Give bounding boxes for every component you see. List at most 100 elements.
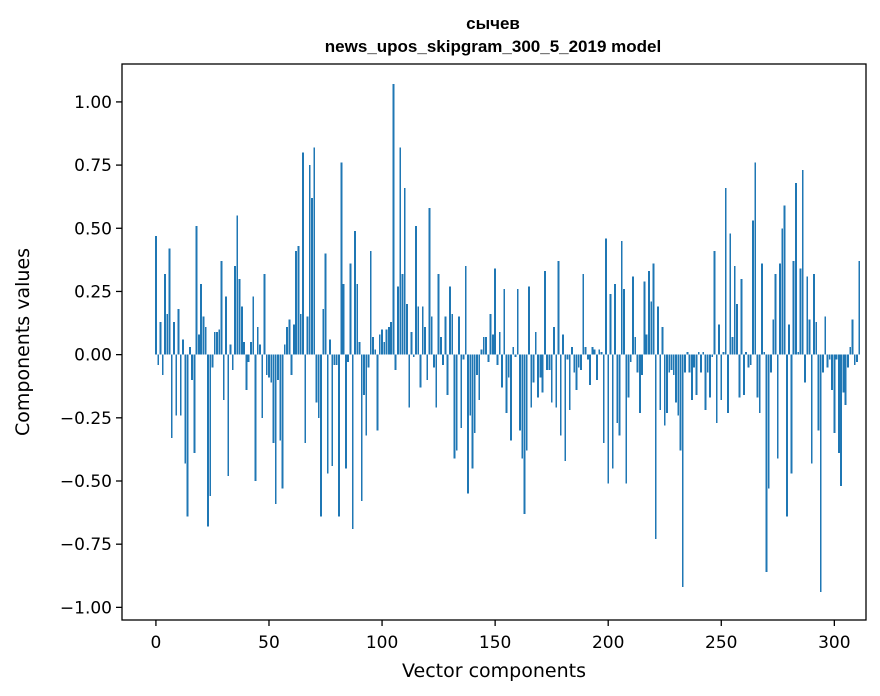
y-axis-label: Components values [12, 248, 34, 436]
bar-285 [799, 268, 802, 355]
x-tick-label: 0 [151, 633, 162, 653]
bar-135 [460, 354, 463, 428]
x-tick-label: 250 [705, 633, 737, 653]
bar-240 [697, 352, 700, 355]
bar-289 [808, 319, 811, 355]
bar-13 [184, 354, 187, 464]
bar-series [155, 84, 861, 593]
bar-182 [566, 354, 569, 360]
bar-301 [835, 354, 838, 360]
bar-30 [222, 354, 225, 401]
bar-179 [559, 354, 562, 436]
bar-129 [446, 354, 449, 396]
bar-70 [313, 147, 316, 355]
bar-38 [240, 306, 243, 355]
bar-26 [213, 331, 216, 355]
bar-258 [738, 354, 741, 398]
bar-123 [433, 354, 435, 368]
bar-139 [469, 354, 472, 416]
bar-265 [754, 162, 757, 355]
bar-308 [851, 319, 854, 355]
bar-23 [207, 354, 209, 527]
bar-253 [727, 354, 729, 413]
bar-46 [259, 344, 261, 355]
bar-194 [593, 349, 596, 355]
bar-217 [645, 334, 648, 355]
bar-292 [815, 321, 818, 355]
bar-120 [426, 354, 429, 380]
bar-63 [297, 245, 300, 355]
bar-79 [333, 354, 336, 365]
bar-73 [320, 354, 322, 517]
bar-116 [417, 306, 420, 355]
bar-252 [724, 187, 727, 355]
bar-35 [234, 266, 236, 355]
bar-82 [340, 162, 343, 355]
bar-95 [369, 251, 372, 355]
bar-276 [779, 263, 781, 355]
bar-234 [684, 354, 686, 373]
bar-19 [197, 334, 200, 355]
bar-52 [272, 354, 275, 444]
bar-76 [326, 354, 329, 474]
bar-158 [512, 347, 515, 355]
bar-103 [387, 326, 390, 355]
bar-310 [856, 354, 858, 363]
bar-178 [557, 261, 560, 355]
bar-126 [439, 336, 442, 355]
bar-122 [430, 316, 433, 355]
bar-101 [383, 342, 386, 355]
bar-71 [315, 354, 318, 403]
bar-269 [763, 352, 766, 355]
bar-33 [229, 344, 232, 355]
bar-216 [643, 281, 646, 355]
x-tick-label: 50 [258, 633, 280, 653]
bar-291 [813, 273, 815, 355]
bar-239 [695, 354, 698, 396]
bar-172 [543, 271, 546, 355]
bar-226 [666, 354, 668, 413]
bar-125 [437, 273, 440, 355]
bar-49 [265, 354, 268, 375]
y-tick-label: 0.75 [74, 156, 112, 176]
bar-309 [853, 354, 856, 365]
y-tick-label: −0.50 [60, 472, 112, 492]
bar-119 [424, 326, 426, 355]
bar-107 [396, 286, 399, 355]
chart-title-line-1: сычев [466, 14, 520, 33]
bar-85 [347, 354, 350, 363]
bar-180 [562, 334, 564, 355]
bar-60 [290, 354, 293, 375]
bar-64 [299, 314, 302, 355]
bar-245 [709, 354, 711, 398]
bar-142 [476, 354, 478, 375]
bar-112 [408, 354, 411, 408]
bar-68 [308, 165, 311, 355]
bar-173 [546, 354, 549, 370]
bar-162 [521, 354, 524, 459]
bar-267 [758, 354, 761, 413]
bar-214 [638, 354, 641, 413]
bar-108 [399, 147, 402, 355]
bar-211 [632, 276, 634, 355]
bar-88 [354, 230, 356, 355]
bar-78 [331, 354, 334, 466]
bar-110 [403, 187, 406, 355]
bar-299 [831, 354, 833, 391]
bar-306 [847, 354, 849, 368]
bar-219 [650, 301, 653, 355]
y-tick-label: 0.00 [74, 346, 112, 366]
bar-51 [270, 354, 273, 383]
bar-94 [367, 354, 370, 368]
bar-176 [553, 326, 555, 355]
bar-249 [718, 324, 720, 355]
bar-238 [693, 354, 696, 368]
bar-185 [573, 354, 576, 373]
bar-168 [534, 331, 537, 355]
bar-36 [236, 215, 239, 355]
bar-170 [539, 354, 542, 378]
bar-303 [840, 354, 843, 487]
bar-235 [686, 352, 689, 355]
bar-270 [765, 354, 768, 572]
